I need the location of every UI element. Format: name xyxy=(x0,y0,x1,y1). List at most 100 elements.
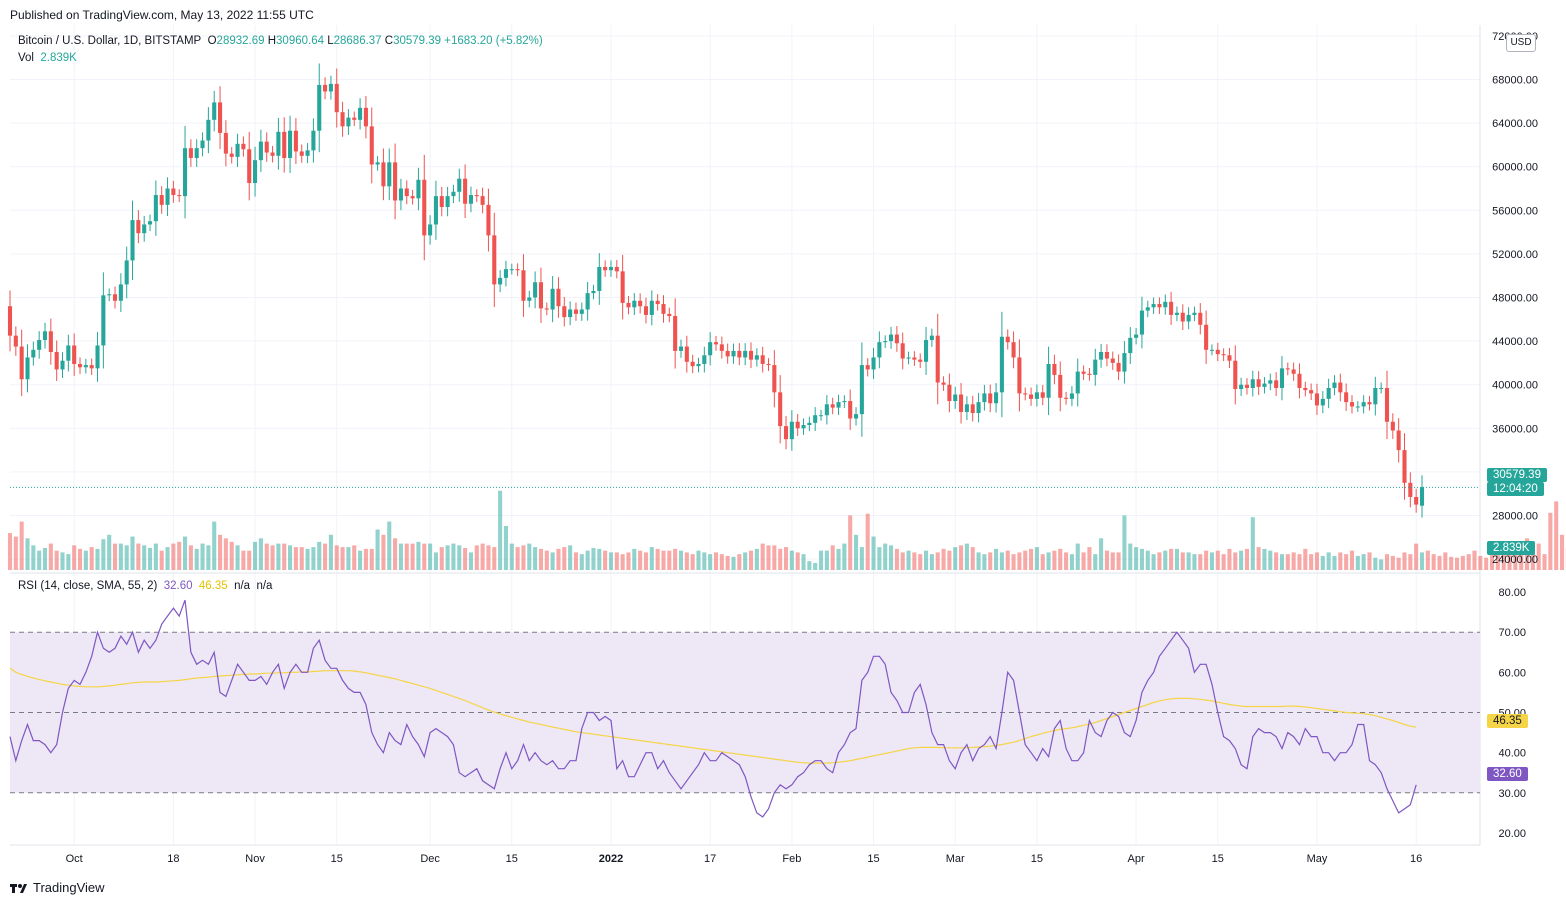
volume-bar xyxy=(270,545,275,570)
volume-bar xyxy=(1198,554,1203,570)
countdown-tag: 12:04:20 xyxy=(1487,482,1544,496)
candle-body xyxy=(474,195,479,197)
volume-bar xyxy=(112,543,118,570)
volume-bar xyxy=(369,548,374,570)
candle-body xyxy=(358,107,363,120)
candle-body xyxy=(1122,353,1127,372)
volume-bar xyxy=(1011,554,1016,570)
volume-bar xyxy=(655,548,660,570)
candle-body xyxy=(1209,349,1214,351)
volume-bar xyxy=(1017,552,1022,570)
candle-body xyxy=(1250,379,1255,388)
price-tick-label: 48000.00 xyxy=(1492,293,1538,305)
candle-body xyxy=(859,365,864,415)
open-value: 28932.69 xyxy=(216,35,265,47)
volume-bar xyxy=(748,550,754,570)
candle-body xyxy=(533,282,538,298)
footer-brand[interactable]: TradingView xyxy=(10,880,105,895)
volume-bar xyxy=(1449,556,1454,570)
volume-bar xyxy=(1204,550,1209,570)
candle-body xyxy=(1244,384,1250,388)
volume-bar xyxy=(515,547,520,570)
candle-body xyxy=(428,224,433,236)
candle-body xyxy=(445,196,450,208)
candle-body xyxy=(1110,358,1115,363)
candle-body xyxy=(871,357,876,370)
volume-bar xyxy=(42,548,48,570)
volume-bar xyxy=(159,550,164,570)
volume-bar xyxy=(900,552,905,570)
high-label: H xyxy=(267,35,277,47)
volume-bar xyxy=(1332,555,1337,570)
volume-bar xyxy=(713,552,719,570)
candle-body xyxy=(725,350,730,357)
currency-button[interactable]: USD xyxy=(1506,34,1536,52)
candle-body xyxy=(1151,304,1156,308)
volume-bar xyxy=(1501,548,1506,570)
time-tick-label: 15 xyxy=(867,853,879,865)
candle-body xyxy=(1314,393,1320,406)
time-tick-label: Dec xyxy=(420,853,440,865)
candle-body xyxy=(1069,393,1074,399)
volume-bar xyxy=(673,548,678,570)
volume-bar xyxy=(293,547,298,570)
candle-body xyxy=(527,297,532,301)
volume-bar xyxy=(410,543,415,570)
candle-body xyxy=(673,316,678,351)
volume-bar xyxy=(708,554,713,570)
volume-bar xyxy=(696,550,701,570)
volume-bar xyxy=(585,550,590,570)
volume-legend: Vol 2.839K xyxy=(18,52,77,64)
candle-body xyxy=(1361,402,1366,407)
volume-bar xyxy=(1099,538,1104,570)
candle-body xyxy=(1379,387,1384,389)
candle-body xyxy=(264,141,269,153)
candle-body xyxy=(795,421,800,429)
price-tick-label: 44000.00 xyxy=(1492,336,1538,348)
candle-body xyxy=(410,196,415,199)
volume-bar xyxy=(1244,548,1250,570)
candle-body xyxy=(124,260,129,285)
candle-body xyxy=(754,355,759,360)
volume-bar xyxy=(328,534,333,570)
volume-bar xyxy=(556,548,561,570)
candle-body xyxy=(486,204,491,236)
volume-bar xyxy=(638,550,643,570)
symbol-label: Bitcoin / U.S. Dollar, 1D, BITSTAMP xyxy=(18,35,202,47)
volume-bar xyxy=(760,543,765,570)
candle-body xyxy=(853,414,859,419)
candle-body xyxy=(1116,362,1121,372)
volume-bar xyxy=(1303,548,1308,570)
candle-body xyxy=(655,300,660,305)
volume-bar xyxy=(31,545,36,570)
candle-body xyxy=(603,266,608,271)
candle-body xyxy=(678,346,684,351)
volume-bar xyxy=(305,548,310,570)
candle-body xyxy=(515,269,520,271)
candle-body xyxy=(935,335,940,383)
volume-bar xyxy=(573,552,579,570)
candle-body xyxy=(1291,369,1296,374)
rsi-line xyxy=(9,599,1417,818)
volume-bar xyxy=(1058,548,1063,570)
volume-bar xyxy=(614,552,619,570)
volume-bar xyxy=(778,548,783,570)
volume-bar xyxy=(620,554,625,570)
volume-bar xyxy=(1151,554,1156,570)
candle-body xyxy=(1180,312,1185,322)
candle-body xyxy=(247,149,252,184)
volume-bar xyxy=(95,548,100,570)
volume-bar xyxy=(1373,557,1378,570)
volume-bar xyxy=(1484,557,1489,570)
volume-bar xyxy=(182,536,188,570)
candle-body xyxy=(165,188,170,205)
candle-body xyxy=(1093,359,1098,375)
candle-body xyxy=(235,143,240,157)
time-tick-label: 15 xyxy=(331,853,343,865)
candle-body xyxy=(1034,392,1039,399)
volume-bar xyxy=(1513,554,1518,570)
candle-body xyxy=(964,404,969,412)
volume-bar xyxy=(1139,548,1144,570)
candle-body xyxy=(772,365,777,393)
